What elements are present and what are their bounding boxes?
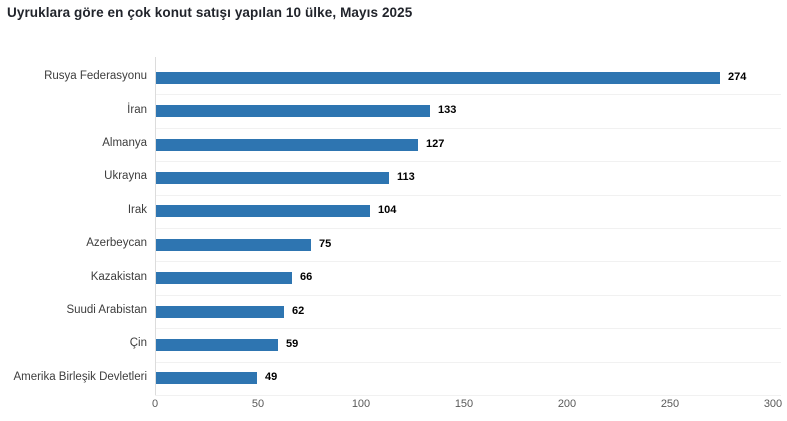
value-label: 127 — [426, 138, 445, 150]
bar — [156, 272, 292, 284]
bar — [156, 139, 418, 151]
category-label: Almanya — [102, 137, 147, 149]
value-label: 104 — [378, 204, 397, 216]
value-label: 62 — [292, 305, 305, 317]
value-label: 75 — [319, 238, 332, 250]
row-gridline — [155, 161, 781, 162]
category-label: İran — [127, 104, 147, 116]
bar — [156, 306, 284, 318]
value-label: 49 — [265, 371, 278, 383]
category-label: Çin — [129, 337, 147, 349]
category-label: Amerika Birleşik Devletleri — [13, 371, 147, 383]
bar — [156, 105, 430, 117]
row-gridline — [155, 94, 781, 95]
category-label: Irak — [127, 204, 147, 216]
bar — [156, 239, 311, 251]
bar — [156, 372, 257, 384]
row-gridline — [155, 295, 781, 296]
x-axis-tick-label: 0 — [151, 398, 159, 410]
row-gridline — [155, 362, 781, 363]
category-label: Azerbeycan — [86, 237, 147, 249]
y-axis-line — [155, 57, 156, 395]
x-axis-tick-label: 200 — [557, 398, 577, 410]
x-axis-tick-label: 100 — [351, 398, 371, 410]
bar — [156, 339, 278, 351]
bar — [156, 172, 389, 184]
bar — [156, 72, 720, 84]
value-label: 66 — [300, 271, 313, 283]
row-gridline — [155, 328, 781, 329]
value-label: 274 — [728, 71, 747, 83]
category-label: Suudi Arabistan — [66, 304, 147, 316]
category-label: Kazakistan — [90, 271, 147, 283]
row-gridline — [155, 195, 781, 196]
value-label: 133 — [438, 104, 457, 116]
row-gridline — [155, 395, 781, 396]
row-gridline — [155, 128, 781, 129]
row-gridline — [155, 261, 781, 262]
row-gridline — [155, 228, 781, 229]
x-axis-tick-label: 50 — [251, 398, 265, 410]
category-label: Ukrayna — [104, 170, 147, 182]
value-label: 113 — [397, 171, 415, 183]
x-axis-tick-label: 300 — [763, 398, 783, 410]
x-axis-tick-label: 150 — [454, 398, 474, 410]
bar — [156, 205, 370, 217]
chart-title: Uyruklara göre en çok konut satışı yapıl… — [7, 5, 413, 20]
category-label: Rusya Federasyonu — [44, 70, 147, 82]
value-label: 59 — [286, 338, 299, 350]
x-axis-tick-label: 250 — [660, 398, 680, 410]
